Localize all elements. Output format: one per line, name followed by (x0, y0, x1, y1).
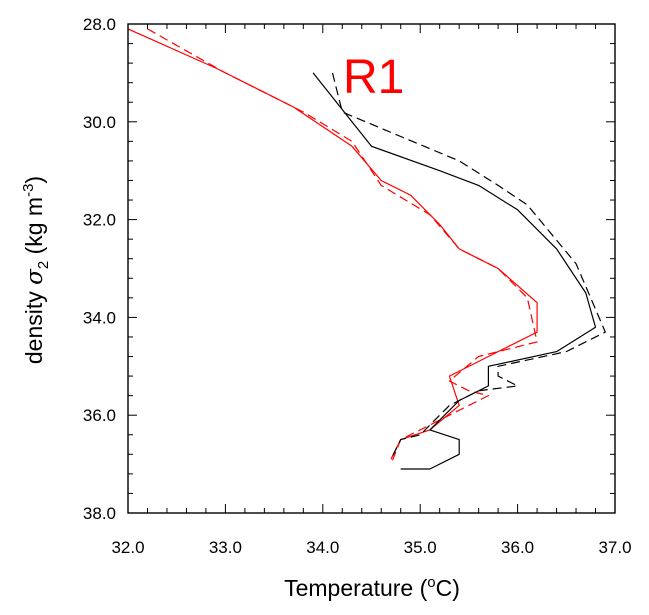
y-axis-title-units: (kg m (21, 197, 47, 261)
plot-frame (127, 23, 616, 514)
y-tick-label: 32.0 (83, 211, 116, 230)
y-axis: 28.0 30.0 32.0 34.0 36.0 38.0 (83, 15, 615, 523)
panel-label: R1 (343, 51, 404, 104)
x-axis-title-unit: C) (436, 575, 460, 601)
x-tick-label: 36.0 (501, 538, 534, 557)
x-axis-title: Temperature (oC) (284, 574, 460, 601)
y-tick-label: 30.0 (83, 113, 116, 132)
series-line-2 (147, 28, 538, 465)
x-tick-label: 34.0 (306, 538, 339, 557)
series-line-1 (127, 28, 538, 460)
y-axis-title-symbol: σ (22, 268, 48, 285)
x-axis: 32.0 33.0 34.0 35.0 36.0 37.0 (111, 24, 632, 557)
y-tick-label: 28.0 (83, 15, 116, 34)
x-tick-label: 35.0 (404, 538, 437, 557)
x-tick-label: 32.0 (111, 538, 144, 557)
x-axis-title-text: Temperature ( (284, 575, 428, 601)
y-axis-title-subscript: 2 (35, 261, 52, 269)
y-axis-title-close: ) (21, 176, 47, 184)
series-line-3 (312, 72, 597, 470)
y-tick-label: 36.0 (83, 406, 116, 425)
data-layer (127, 28, 606, 470)
series-line-4 (331, 72, 606, 460)
y-axis-title-superscript: -3 (20, 184, 37, 197)
y-axis-title: density σ2 (kg m-3) (20, 176, 52, 364)
x-axis-title-degree: o (427, 574, 435, 591)
y-tick-label: 34.0 (83, 308, 116, 327)
y-axis-title-text: density (21, 285, 47, 364)
x-tick-label: 37.0 (598, 538, 631, 557)
x-tick-label: 33.0 (209, 538, 242, 557)
y-tick-label: 38.0 (83, 504, 116, 523)
